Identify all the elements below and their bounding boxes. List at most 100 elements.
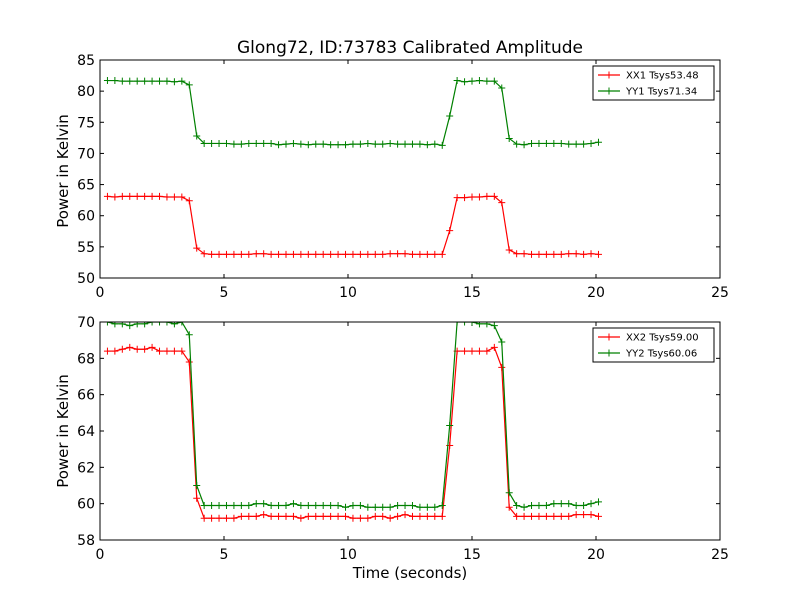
bottom-series-xx2-marker bbox=[304, 512, 312, 520]
top-series-yy1-marker bbox=[475, 77, 483, 85]
top-series-xx1-marker bbox=[542, 250, 550, 258]
top-series-yy1-marker bbox=[208, 139, 216, 147]
bottom-series-xx2-marker bbox=[193, 494, 201, 502]
top-series-yy1-marker bbox=[327, 141, 335, 149]
top-series-yy1-marker bbox=[394, 140, 402, 148]
top-series-xx1-marker bbox=[200, 250, 208, 258]
bottom-series-xx2-marker bbox=[468, 347, 476, 355]
top-axes-frame bbox=[99, 59, 721, 279]
bottom-series-yy2-marker bbox=[237, 501, 245, 509]
bottom-series-yy2-marker bbox=[304, 501, 312, 509]
top-series-yy1-marker bbox=[520, 141, 528, 149]
top-series-xx1-marker bbox=[163, 193, 171, 201]
bottom-series-xx2-marker bbox=[118, 345, 126, 353]
bottom-series-xx2-marker bbox=[490, 343, 498, 351]
bottom-series-yy2-marker bbox=[178, 322, 186, 326]
top-series-yy1-marker bbox=[156, 77, 164, 85]
bottom-series-xx2-marker bbox=[275, 512, 283, 520]
top-series-yy1-marker bbox=[461, 78, 469, 86]
bottom-series-yy2-marker bbox=[364, 503, 372, 511]
bottom-series-yy2-marker bbox=[141, 322, 149, 328]
top-y-tick-label: 55 bbox=[77, 240, 95, 256]
top-x-tick-label: 25 bbox=[711, 285, 729, 301]
top-series-xx1-marker bbox=[126, 192, 134, 200]
top-series-xx1-marker bbox=[156, 192, 164, 200]
top-series-yy1-marker bbox=[580, 140, 588, 148]
bottom-series-yy2-marker bbox=[565, 500, 573, 508]
top-series-xx1-marker bbox=[208, 250, 216, 258]
top-series-xx1-marker bbox=[431, 250, 439, 258]
bottom-series-yy2-marker bbox=[379, 503, 387, 511]
bottom-legend-marker bbox=[605, 333, 613, 341]
bottom-series-xx2-marker bbox=[528, 512, 536, 520]
top-series-yy1-marker bbox=[505, 134, 513, 142]
top-series-yy1-marker bbox=[453, 77, 461, 85]
top-series-xx1-marker bbox=[550, 250, 558, 258]
top-series-yy1-marker bbox=[535, 139, 543, 147]
bottom-series-yy2-marker bbox=[580, 501, 588, 509]
top-series-yy1-marker bbox=[364, 139, 372, 147]
bottom-series-xx2-marker bbox=[594, 512, 602, 520]
top-series-yy1-marker bbox=[334, 141, 342, 149]
bottom-x-tick-label: 15 bbox=[463, 547, 481, 563]
bottom-series-xx2-marker bbox=[126, 343, 134, 351]
top-series-yy1-marker bbox=[431, 140, 439, 148]
bottom-series-xx2-marker bbox=[475, 347, 483, 355]
bottom-series-yy2-marker bbox=[148, 322, 156, 326]
top-series-xx1-marker bbox=[245, 250, 253, 258]
bottom-series-yy2-marker bbox=[550, 500, 558, 508]
bottom-x-tick-label: 20 bbox=[587, 547, 605, 563]
bottom-series-yy2-marker bbox=[282, 501, 290, 509]
bottom-series-xx2-marker bbox=[222, 514, 230, 522]
top-series-yy1-marker bbox=[111, 77, 119, 85]
top-series-xx1-marker bbox=[260, 250, 268, 258]
bottom-series-xx2-marker bbox=[408, 512, 416, 520]
top-series-xx1-marker bbox=[505, 246, 513, 254]
top-series-xx1-marker bbox=[327, 250, 335, 258]
bottom-series-yy2-marker bbox=[252, 500, 260, 508]
bottom-series-yy2-marker bbox=[446, 422, 454, 430]
bottom-series-xx2-marker bbox=[587, 511, 595, 519]
bottom-series-xx2-marker bbox=[371, 512, 379, 520]
top-series-xx1-marker bbox=[468, 193, 476, 201]
bottom-series-xx2-marker bbox=[334, 512, 342, 520]
top-series-yy1-marker bbox=[349, 140, 357, 148]
bottom-series-yy2-marker bbox=[513, 501, 521, 509]
top-series-xx1-marker bbox=[103, 192, 111, 200]
top-series-yy1-marker bbox=[371, 140, 379, 148]
bottom-y-tick-label: 66 bbox=[77, 388, 95, 404]
top-series-yy1-marker bbox=[416, 140, 424, 148]
x-axis-label: Time (seconds) bbox=[352, 564, 468, 582]
top-series-yy1-marker bbox=[148, 77, 156, 85]
bottom-series-yy2-marker bbox=[461, 322, 469, 326]
bottom-series-yy2-marker bbox=[170, 322, 178, 328]
top-y-tick-label: 65 bbox=[77, 178, 95, 194]
bottom-series-yy2-marker bbox=[535, 501, 543, 509]
top-x-tick-label: 15 bbox=[463, 285, 481, 301]
top-series-yy1-marker bbox=[170, 78, 178, 86]
top-series-yy1-marker bbox=[230, 140, 238, 148]
bottom-series-xx2-marker bbox=[356, 514, 364, 522]
top-legend: XX1 Tsys53.48 YY1 Tsys71.34 bbox=[592, 65, 715, 101]
top-series-xx1-marker bbox=[423, 250, 431, 258]
top-series-xx1-marker bbox=[289, 250, 297, 258]
bottom-series-yy2-marker bbox=[297, 501, 305, 509]
top-series-xx1-marker bbox=[594, 250, 602, 258]
top-series-xx1-marker bbox=[535, 250, 543, 258]
top-series-yy1-marker bbox=[446, 112, 454, 120]
top-series-yy1-marker bbox=[557, 139, 565, 147]
top-series-xx1-marker bbox=[267, 250, 275, 258]
bottom-series-xx2-marker bbox=[230, 514, 238, 522]
top-series-xx1-marker bbox=[304, 250, 312, 258]
top-series-xx1-marker bbox=[446, 227, 454, 235]
bottom-series-xx2-marker bbox=[312, 512, 320, 520]
bottom-series-xx2-marker bbox=[141, 345, 149, 353]
top-legend-box bbox=[592, 65, 715, 101]
top-series-yy1-marker bbox=[178, 77, 186, 85]
top-series-xx1-marker bbox=[528, 250, 536, 258]
top-series-yy1-marker bbox=[594, 138, 602, 146]
top-legend-label: YY1 Tsys71.34 bbox=[625, 87, 697, 98]
bottom-series-yy2-marker bbox=[275, 501, 283, 509]
top-series-yy1-marker bbox=[289, 139, 297, 147]
bottom-series-xx2-marker bbox=[282, 512, 290, 520]
